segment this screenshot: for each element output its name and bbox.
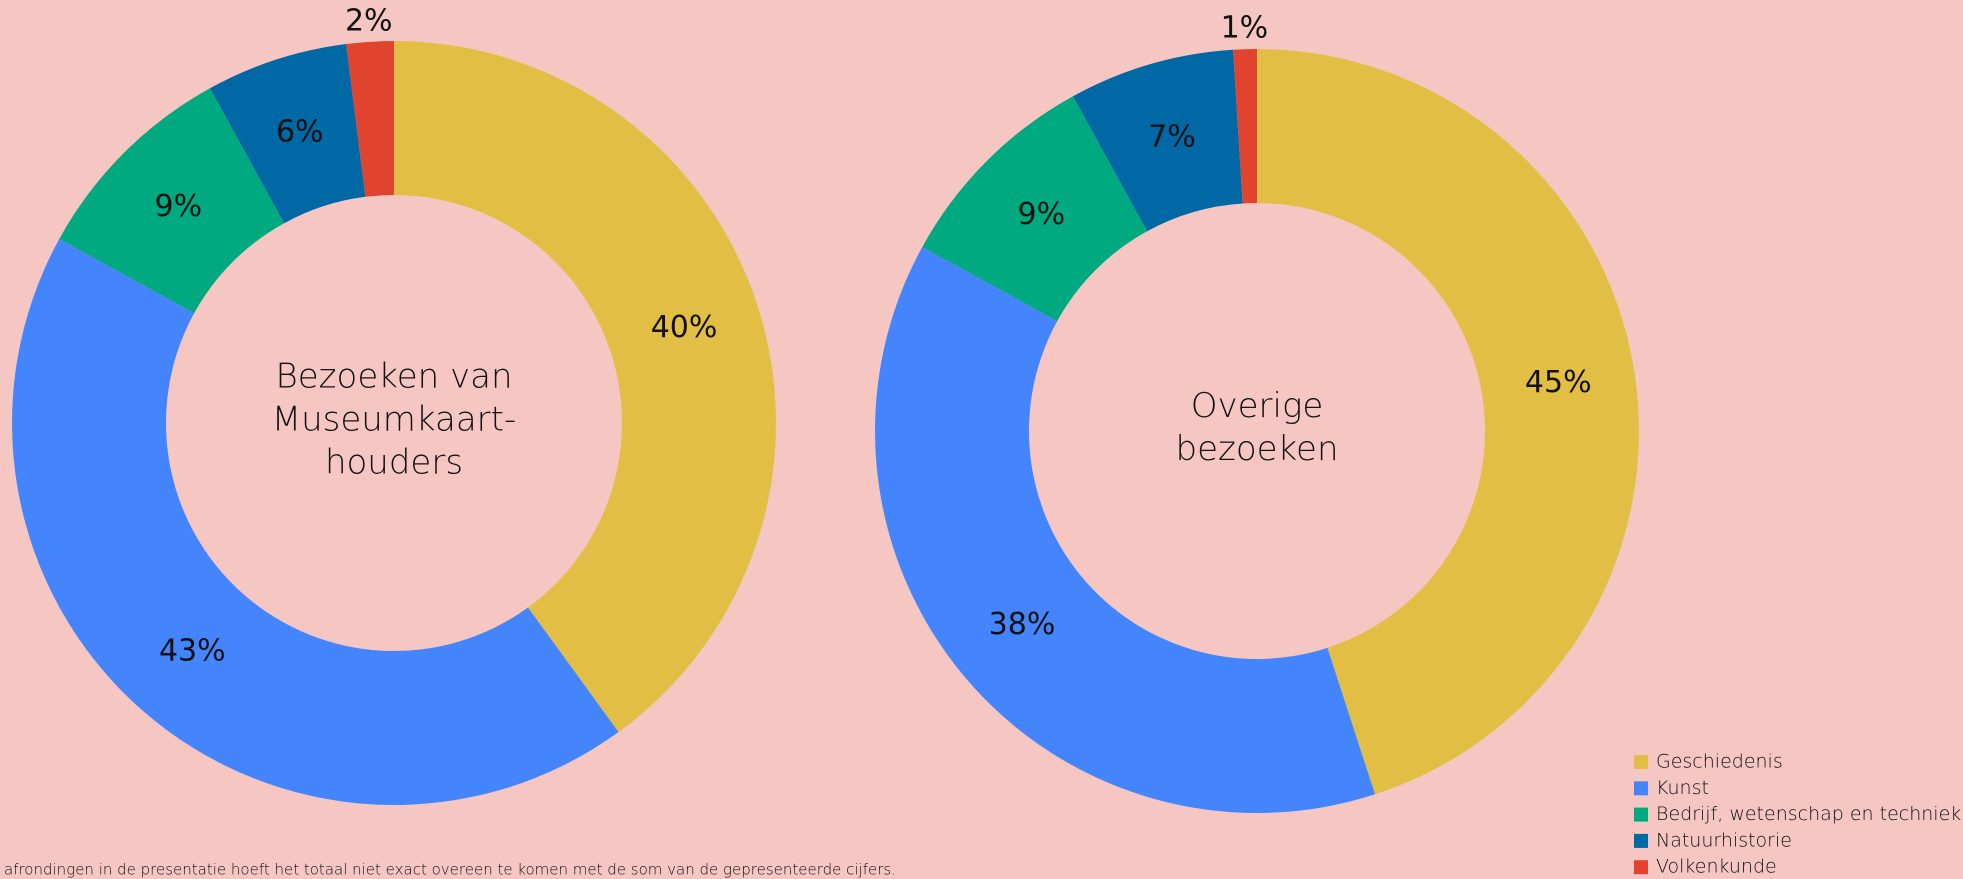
legend-label: Geschiedenis xyxy=(1656,751,1783,773)
value-label: 38% xyxy=(989,607,1056,642)
value-label: 45% xyxy=(1525,365,1592,400)
legend-swatch xyxy=(1634,860,1648,875)
value-label: 2% xyxy=(345,3,393,38)
footnote: afrondingen in de presentatie hoeft het … xyxy=(4,861,896,879)
slice xyxy=(394,41,777,733)
value-label: 6% xyxy=(276,114,324,149)
legend-label: Bedrijf, wetenschap en techniek xyxy=(1656,803,1961,825)
slice xyxy=(209,44,366,224)
center-title: Bezoeken van xyxy=(275,357,512,397)
slice xyxy=(922,96,1148,322)
legend-swatch xyxy=(1634,807,1648,822)
slice xyxy=(1257,49,1639,795)
slice xyxy=(11,238,619,806)
value-label: 43% xyxy=(159,633,226,668)
legend-swatch xyxy=(1634,781,1648,796)
slice xyxy=(346,41,394,197)
value-label: 40% xyxy=(651,310,718,345)
legend-label: Natuurhistorie xyxy=(1656,829,1792,851)
slice xyxy=(1233,49,1257,204)
slice xyxy=(59,88,285,314)
legend-label: Kunst xyxy=(1656,777,1709,799)
slice xyxy=(874,246,1376,813)
center-title: Museumkaart- xyxy=(272,400,517,440)
legend-label: Volkenkunde xyxy=(1656,856,1777,878)
legend-swatch xyxy=(1634,833,1648,848)
value-label: 9% xyxy=(1018,197,1066,232)
slice xyxy=(1072,49,1243,232)
center-title: houders xyxy=(325,443,463,483)
center-title: Overige xyxy=(1191,386,1324,426)
center-title: bezoeken xyxy=(1175,429,1338,469)
legend-swatch xyxy=(1634,755,1648,769)
value-label: 1% xyxy=(1221,11,1269,46)
value-label: 7% xyxy=(1148,120,1196,155)
value-label: 9% xyxy=(155,189,203,224)
